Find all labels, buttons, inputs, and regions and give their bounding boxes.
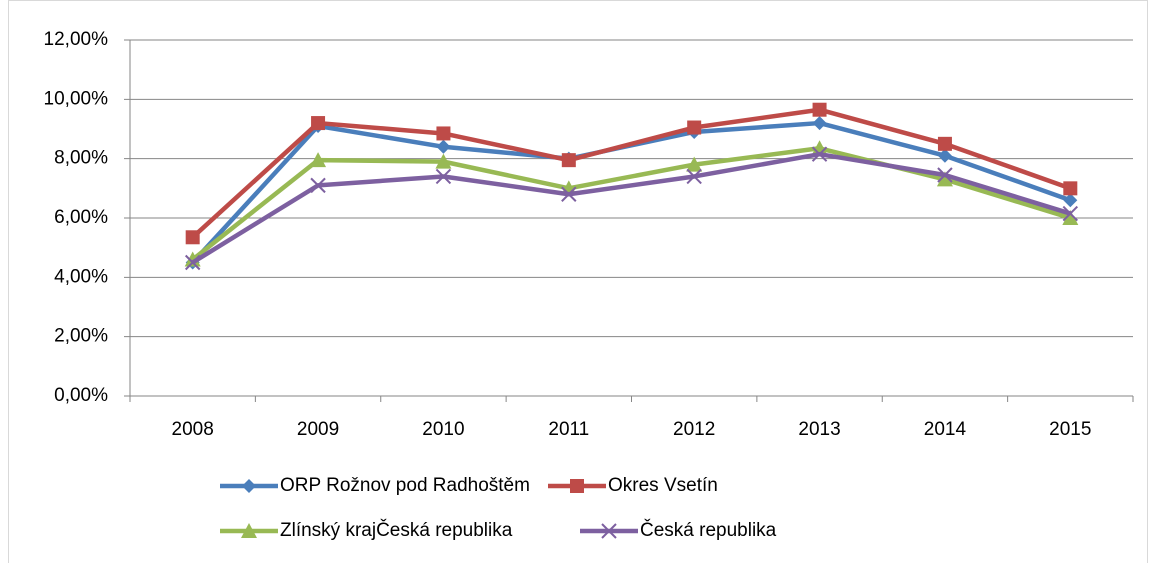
marker	[435, 168, 452, 185]
marker	[686, 168, 702, 185]
legend-label: Okres Vsetín	[608, 475, 718, 496]
marker	[936, 171, 953, 187]
x-tick-label: 2008	[172, 419, 214, 440]
marker	[812, 116, 827, 131]
marker	[561, 186, 577, 202]
marker	[184, 251, 201, 267]
marker	[436, 126, 451, 141]
marker	[1063, 181, 1078, 196]
series-line	[191, 107, 1072, 239]
marker	[436, 139, 451, 154]
marker	[937, 167, 953, 183]
y-tick-label: 2,00%	[54, 326, 108, 347]
x-tick-label: 2014	[924, 419, 967, 440]
marker	[310, 152, 327, 168]
marker	[311, 116, 326, 131]
marker	[435, 153, 452, 169]
marker	[1062, 210, 1079, 225]
marker	[937, 148, 952, 163]
y-tick-label: 12,00%	[44, 29, 109, 50]
x-tick-label: 2011	[548, 419, 589, 440]
series-line	[191, 146, 1071, 262]
y-tick-label: 10,00%	[44, 88, 109, 109]
marker	[937, 136, 952, 151]
y-tick-label: 6,00%	[54, 207, 108, 228]
x-tick-label: 2010	[422, 419, 464, 440]
marker	[241, 523, 257, 538]
legend-label: ORP Rožnov pod Radhoštěm	[280, 475, 530, 496]
marker	[687, 120, 702, 135]
chart-border	[8, 0, 1148, 563]
x-tick-label: 2015	[1049, 419, 1091, 440]
legend-label: Česká republika	[640, 519, 777, 541]
marker	[601, 523, 617, 539]
marker	[242, 479, 256, 493]
y-tick-label: 0,00%	[54, 385, 108, 406]
series-line	[191, 151, 1071, 265]
marker	[1063, 193, 1078, 208]
marker	[185, 230, 200, 245]
y-tick-label: 8,00%	[54, 148, 108, 169]
marker	[686, 156, 703, 172]
marker	[561, 153, 576, 168]
marker	[1062, 205, 1079, 222]
marker	[811, 146, 828, 162]
x-tick-label: 2012	[673, 419, 715, 440]
x-tick-label: 2009	[297, 419, 339, 440]
marker	[310, 177, 326, 194]
marker	[184, 254, 201, 271]
marker	[570, 479, 584, 493]
marker	[812, 102, 827, 117]
y-tick-label: 4,00%	[54, 266, 108, 287]
x-tick-label: 2013	[798, 419, 840, 440]
legend-label: Zlínský krajČeská republika	[280, 519, 513, 541]
